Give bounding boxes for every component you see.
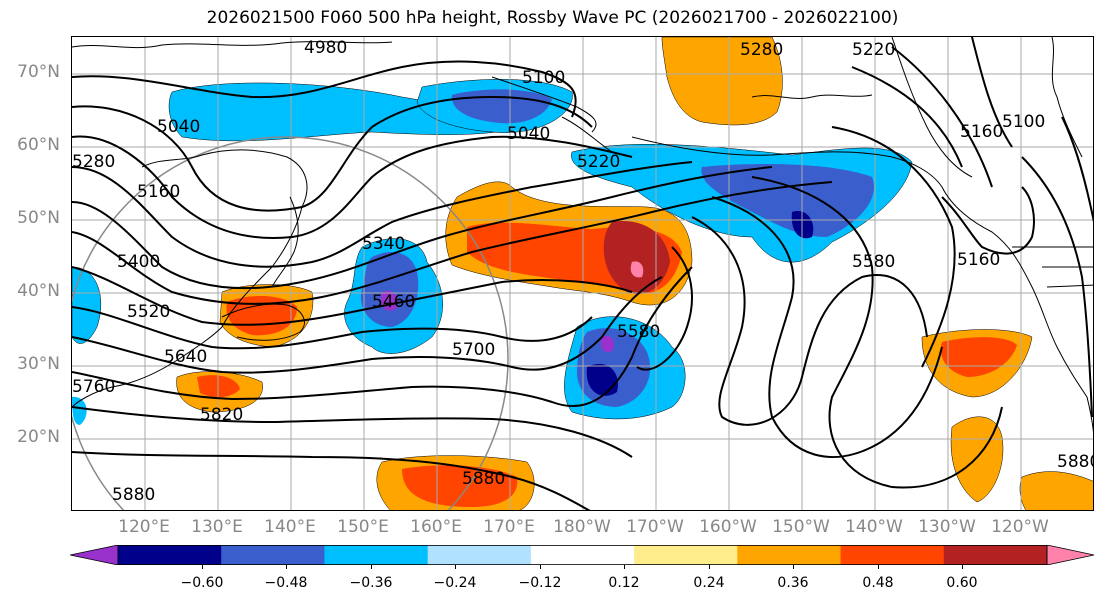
contour-label: 5880 bbox=[1057, 452, 1094, 472]
coastlines bbox=[72, 37, 1093, 433]
contour-label: 5160 bbox=[960, 122, 1003, 142]
colorbar-tick: 0.12 bbox=[608, 575, 640, 591]
negative-anomaly-shading bbox=[72, 79, 913, 425]
lon-label-170w: 170°W bbox=[626, 517, 684, 537]
map-plot: 4980 5100 5040 5220 5280 5220 5160 5100 … bbox=[72, 37, 1094, 510]
lon-label-140e: 140°E bbox=[264, 517, 316, 537]
colorbar-swatch bbox=[530, 545, 635, 565]
contour-label: 5340 bbox=[362, 234, 405, 254]
lon-label-120e: 120°E bbox=[118, 517, 170, 537]
contour-label: 4980 bbox=[304, 38, 347, 58]
colorbar-swatch bbox=[737, 545, 842, 565]
contour-label: 5460 bbox=[372, 292, 415, 312]
colorbar-tick: 0.60 bbox=[946, 575, 978, 591]
contour-label: 5400 bbox=[117, 252, 160, 272]
colorbar-swatch bbox=[943, 545, 1048, 565]
colorbar-swatch bbox=[634, 545, 738, 565]
contour-label: 5580 bbox=[617, 322, 660, 342]
lon-label-140w: 140°W bbox=[845, 517, 903, 537]
colorbar-swatch bbox=[221, 545, 325, 565]
colorbar-swatch bbox=[118, 545, 222, 565]
lon-label-150e: 150°E bbox=[337, 517, 389, 537]
colorbar bbox=[69, 544, 1095, 566]
contour-label: 5100 bbox=[1002, 112, 1045, 132]
contour-label: 5220 bbox=[577, 152, 620, 172]
map-panel: 4980 5100 5040 5220 5280 5220 5160 5100 … bbox=[71, 36, 1094, 511]
positive-anomaly-shading bbox=[176, 37, 1093, 510]
contour-label: 5160 bbox=[957, 250, 1000, 270]
lat-label-50n: 50°N bbox=[17, 208, 60, 228]
contour-label: 5640 bbox=[164, 347, 207, 367]
lon-label-130e: 130°E bbox=[191, 517, 243, 537]
lat-label-60n: 60°N bbox=[17, 135, 60, 155]
colorbar-tick: 0.48 bbox=[862, 575, 894, 591]
lon-label-130w: 130°W bbox=[918, 517, 976, 537]
contour-label: 5580 bbox=[852, 252, 895, 272]
colorbar-swatch bbox=[324, 545, 429, 565]
colorbar-swatch bbox=[840, 545, 945, 565]
lat-label-30n: 30°N bbox=[17, 354, 60, 374]
contour-label: 5160 bbox=[137, 182, 180, 202]
colorbar-tick: −0.12 bbox=[518, 575, 562, 591]
lon-label-160w: 160°W bbox=[699, 517, 757, 537]
contour-label: 5880 bbox=[112, 485, 155, 505]
colorbar-tick: −0.60 bbox=[180, 575, 224, 591]
contour-labels: 4980 5100 5040 5220 5280 5220 5160 5100 … bbox=[72, 38, 1094, 505]
colorbar-tick: −0.48 bbox=[264, 575, 308, 591]
contour-label: 5880 bbox=[462, 469, 505, 489]
colorbar-tick: 0.36 bbox=[777, 575, 809, 591]
map-title: 2026021500 F060 500 hPa height, Rossby W… bbox=[206, 8, 899, 28]
lat-label-20n: 20°N bbox=[17, 427, 60, 447]
lon-label-180w: 180°W bbox=[553, 517, 611, 537]
contour-label: 5700 bbox=[452, 340, 495, 360]
lon-label-160e: 160°E bbox=[410, 517, 462, 537]
colorbar-border bbox=[117, 545, 1048, 565]
colorbar-swatches bbox=[69, 544, 1095, 566]
lon-label-120w: 120°W bbox=[991, 517, 1049, 537]
lon-label-170e: 170°E bbox=[483, 517, 535, 537]
colorbar-tick: 0.24 bbox=[693, 575, 725, 591]
lon-label-150w: 150°W bbox=[772, 517, 830, 537]
colorbar-swatch bbox=[69, 544, 119, 566]
colorbar-swatch bbox=[1046, 544, 1095, 566]
contour-label: 5100 bbox=[522, 68, 565, 88]
contour-label: 5040 bbox=[157, 117, 200, 137]
height-contours bbox=[72, 37, 1093, 510]
lat-label-40n: 40°N bbox=[17, 281, 60, 301]
contour-label: 5280 bbox=[740, 40, 783, 60]
lat-label-70n: 70°N bbox=[17, 62, 60, 82]
contour-label: 5220 bbox=[852, 40, 895, 60]
contour-label: 5280 bbox=[72, 152, 115, 172]
map-gridlines bbox=[72, 37, 1093, 510]
colorbar-tick: −0.36 bbox=[349, 575, 393, 591]
contour-label: 5760 bbox=[72, 377, 115, 397]
reference-circle bbox=[72, 136, 509, 510]
colorbar-swatch bbox=[427, 545, 532, 565]
contour-label: 5040 bbox=[507, 124, 550, 144]
colorbar-tick: −0.24 bbox=[433, 575, 477, 591]
contour-label: 5520 bbox=[127, 302, 170, 322]
contour-label: 5820 bbox=[200, 405, 243, 425]
